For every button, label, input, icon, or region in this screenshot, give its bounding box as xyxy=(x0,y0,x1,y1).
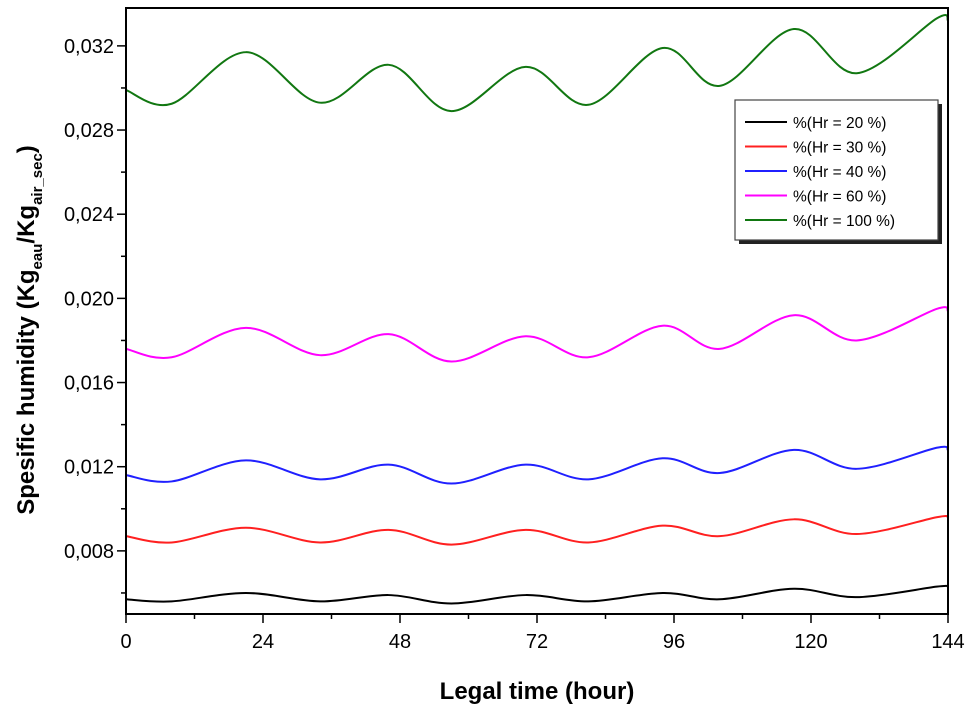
series-line-3 xyxy=(125,306,949,363)
y-tick-label: 0,012 xyxy=(64,457,114,479)
ticks-layer: 0 24 48 72 96 120 144 0,008 0,012 0,016 0,020 0,024… xyxy=(64,36,965,653)
x-tick-label: 0 xyxy=(120,631,131,653)
x-axis-title: Legal time (hour) xyxy=(440,678,635,705)
legend: %(Hr = 20 %) %(Hr = 30 %) %(Hr = 40 %) %(Hr… xyxy=(734,99,942,244)
y-axis-title-sub2: air_sec xyxy=(29,153,46,205)
y-tick-label: 0,028 xyxy=(64,120,114,142)
x-tick-label: 120 xyxy=(794,631,827,653)
y-tick-label: 0,020 xyxy=(64,288,114,310)
x-tick-label: 24 xyxy=(252,631,274,653)
series-line-1 xyxy=(125,514,949,546)
legend-label: %(Hr = 60 %) xyxy=(793,189,886,206)
x-tick-label: 72 xyxy=(526,631,548,653)
legend-label: %(Hr = 20 %) xyxy=(793,115,886,132)
legend-label: %(Hr = 30 %) xyxy=(793,140,886,157)
series-layer xyxy=(125,14,949,605)
y-tick-label: 0,024 xyxy=(64,204,114,226)
legend-label: %(Hr = 100 %) xyxy=(793,213,895,230)
legend-label: %(Hr = 40 %) xyxy=(793,164,886,181)
y-axis-title-main: Spesific humidity (Kg xyxy=(13,269,40,514)
series-line-4 xyxy=(125,14,949,113)
x-tick-label: 144 xyxy=(931,631,964,653)
series-line-0 xyxy=(125,584,949,605)
y-axis-title: Spesific humidity (Kgeau/Kgair_sec) xyxy=(13,145,46,515)
y-tick-label: 0,008 xyxy=(64,541,114,563)
y-tick-label: 0,032 xyxy=(64,36,114,58)
x-tick-label: 48 xyxy=(389,631,411,653)
y-axis-title-end: ) xyxy=(13,145,40,153)
x-tick-label: 96 xyxy=(663,631,685,653)
y-tick-label: 0,016 xyxy=(64,373,114,395)
series-line-2 xyxy=(125,445,949,485)
y-axis-title-mid: /Kg xyxy=(13,205,40,244)
plot-frame xyxy=(125,7,949,615)
y-axis-title-sub1: eau xyxy=(29,244,46,270)
